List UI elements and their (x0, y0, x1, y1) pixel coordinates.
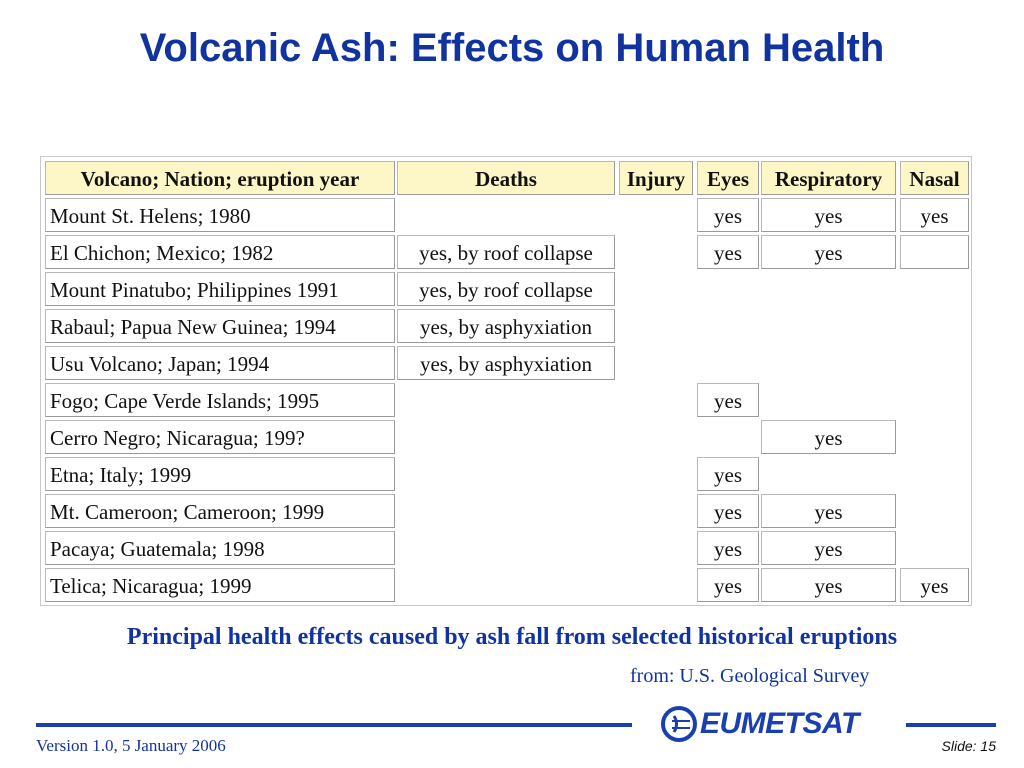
table-cell: yes (761, 531, 896, 565)
column-header: Volcano; Nation; eruption year (45, 161, 395, 195)
column-header: Nasal (900, 161, 969, 195)
health-effects-table: Volcano; Nation; eruption year Deaths Inju… (40, 156, 972, 606)
table-cell: yes (761, 494, 896, 528)
table-cell: yes (697, 568, 759, 602)
table-cell (900, 235, 969, 269)
column-header: Eyes (697, 161, 759, 195)
table-cell: yes (697, 531, 759, 565)
table-cell: yes, by asphyxiation (397, 309, 615, 343)
row-volcano-cell: Pacaya; Guatemala; 1998 (45, 531, 395, 565)
slide-number: Slide: 15 (941, 738, 996, 754)
table-cell: yes (761, 420, 896, 454)
table-cell: yes (761, 235, 896, 269)
column-header: Respiratory (761, 161, 896, 195)
row-volcano-cell: Mount Pinatubo; Philippines 1991 (45, 272, 395, 306)
row-volcano-cell: El Chichon; Mexico; 1982 (45, 235, 395, 269)
eumetsat-globe-icon (661, 706, 697, 742)
table-caption: Principal health effects caused by ash f… (126, 624, 898, 650)
footer-rule-left (36, 723, 632, 727)
row-volcano-cell: Cerro Negro; Nicaragua; 199? (45, 420, 395, 454)
row-volcano-cell: Etna; Italy; 1999 (45, 457, 395, 491)
table-cell: yes, by asphyxiation (397, 346, 615, 380)
footer-rule-right (906, 723, 996, 727)
table-cell: yes (697, 457, 759, 491)
row-volcano-cell: Fogo; Cape Verde Islands; 1995 (45, 383, 395, 417)
table-cell: yes (900, 198, 969, 232)
column-header: Deaths (397, 161, 615, 195)
table-cell: yes (697, 494, 759, 528)
table-cell: yes (900, 568, 969, 602)
row-volcano-cell: Mount St. Helens; 1980 (45, 198, 395, 232)
row-volcano-cell: Rabaul; Papua New Guinea; 1994 (45, 309, 395, 343)
version-label: Version 1.0, 5 January 2006 (36, 736, 226, 755)
table-cell: yes, by roof collapse (397, 272, 615, 306)
row-volcano-cell: Mt. Cameroon; Cameroon; 1999 (45, 494, 395, 528)
table-cell: yes (697, 198, 759, 232)
source-note: from: U.S. Geological Survey (630, 665, 870, 687)
slide-title: Volcanic Ash: Effects on Human Health (139, 26, 885, 70)
table-cell: yes (761, 568, 896, 602)
table-cell: yes (761, 198, 896, 232)
logo-wordmark: EUMETSAT (700, 707, 859, 740)
row-volcano-cell: Usu Volcano; Japan; 1994 (45, 346, 395, 380)
eumetsat-logo: EUMETSAT (660, 704, 880, 744)
table-cell: yes, by roof collapse (397, 235, 615, 269)
table-cell: yes (697, 383, 759, 417)
column-header: Injury (619, 161, 693, 195)
row-volcano-cell: Telica; Nicaragua; 1999 (45, 568, 395, 602)
table-cell: yes (697, 235, 759, 269)
